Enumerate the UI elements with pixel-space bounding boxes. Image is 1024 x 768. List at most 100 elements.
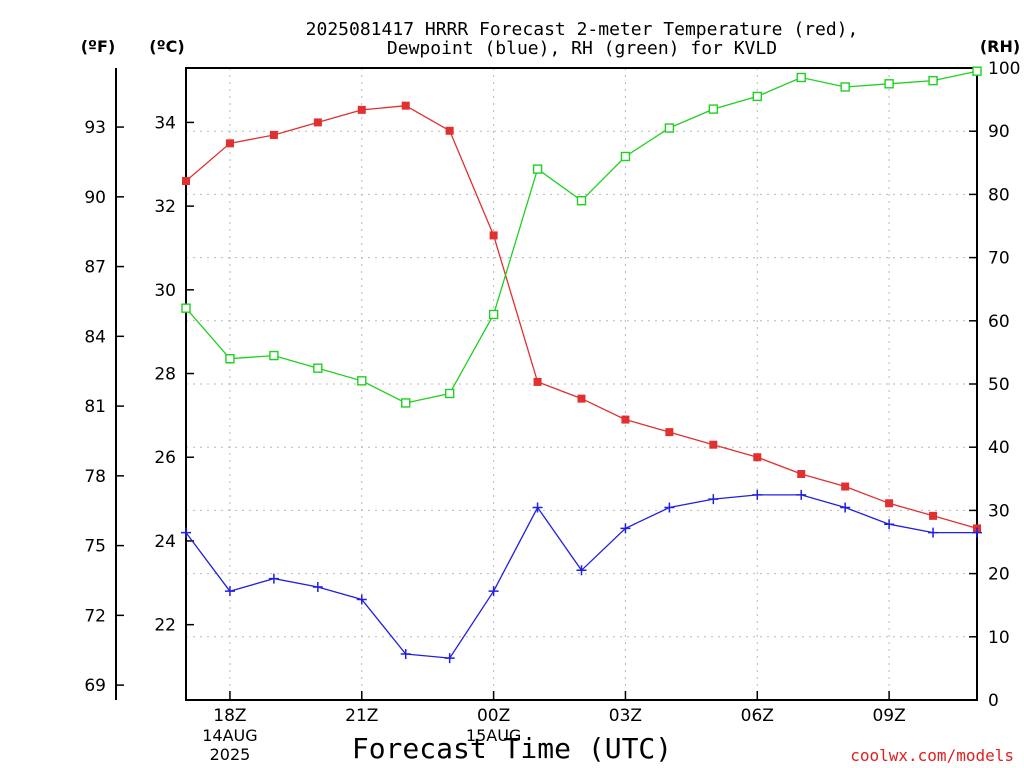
series-layer (181, 66, 982, 664)
fahrenheit-tick-label: 81 (84, 397, 106, 417)
temperature-point (313, 118, 322, 127)
rh-point (444, 388, 455, 399)
dewpoint-point (928, 527, 939, 538)
temperature-point (665, 428, 674, 437)
dewpoint-point (796, 489, 807, 500)
fahrenheit-unit-label: (ºF) (81, 37, 116, 56)
x-year-label: 2025 (210, 745, 251, 764)
rh-line (185, 70, 978, 404)
rh-point (313, 363, 323, 373)
temperature-line (185, 105, 978, 530)
temperature-point (621, 415, 630, 424)
dewpoint-point (488, 586, 499, 597)
x-tick-label: 18Z (213, 706, 246, 726)
celsius-tick-label: 30 (154, 281, 176, 301)
temperature-point (709, 440, 718, 449)
x-tick-label: 03Z (609, 706, 642, 726)
temperature-point (577, 394, 586, 403)
celsius-tick-label: 24 (154, 532, 176, 552)
credit-label: coolwx.com/models (850, 746, 1014, 765)
dewpoint-point (708, 494, 719, 505)
celsius-tick-label: 26 (154, 448, 176, 468)
rh-tick-label: 70 (988, 249, 1010, 269)
dewpoint-point (972, 527, 982, 538)
temperature-point (885, 499, 894, 508)
chart-subtitle: Dewpoint (blue), RH (green) for KVLD (387, 38, 777, 59)
rh-tick-label: 60 (988, 312, 1010, 332)
x-tick-label: 21Z (345, 706, 378, 726)
x-axis-label: Forecast Time (UTC) (352, 732, 672, 765)
dewpoint-point (224, 586, 235, 597)
dewpoint-point (840, 502, 851, 513)
dewpoint-point (576, 565, 587, 576)
rh-tick-label: 30 (988, 501, 1010, 521)
rh-tick-label: 0 (988, 691, 999, 711)
temperature-point (269, 130, 278, 139)
dewpoint-point (356, 594, 367, 605)
x-date-label: 15AUG (466, 726, 521, 745)
x-tick-label: 06Z (741, 706, 774, 726)
rh-point (752, 91, 762, 102)
fahrenheit-tick-label: 78 (84, 467, 106, 487)
rh-tick-label: 90 (988, 122, 1010, 142)
celsius-tick-label: 32 (154, 197, 176, 217)
x-tick-label: 09Z (872, 706, 905, 726)
rh-point (884, 79, 894, 89)
rh-tick-label: 40 (988, 438, 1010, 458)
dewpoint-point (400, 648, 411, 659)
temperature-point (182, 177, 190, 186)
temperature-point (401, 101, 410, 110)
rh-point (576, 196, 587, 206)
dewpoint-point (181, 527, 191, 538)
rh-point (928, 75, 938, 86)
fahrenheit-tick-label: 93 (84, 118, 106, 138)
rh-point (225, 354, 235, 364)
dewpoint-point (620, 523, 631, 534)
dewpoint-point (532, 502, 543, 513)
rh-point (401, 398, 411, 408)
rh-point (532, 164, 543, 174)
fahrenheit-tick-label: 75 (84, 537, 106, 557)
rh-tick-label: 10 (988, 628, 1010, 648)
rh-unit-label: (RH) (980, 37, 1020, 56)
grid-layer (186, 68, 977, 700)
temperature-point (225, 139, 234, 148)
dewpoint-point (268, 573, 279, 584)
temperature-point (753, 453, 762, 462)
rh-point (181, 303, 191, 313)
x-tick-label: 00Z (477, 706, 510, 726)
rh-point (708, 104, 719, 114)
dewpoint-point (752, 489, 763, 500)
rh-point (664, 123, 675, 133)
rh-point (840, 82, 850, 92)
celsius-tick-label: 34 (154, 113, 176, 133)
temperature-point (357, 105, 366, 114)
rh-tick-label: 100 (988, 59, 1020, 79)
temperature-point (445, 126, 454, 135)
celsius-tick-label: 22 (154, 616, 176, 636)
temperature-point (841, 482, 850, 491)
dewpoint-point (312, 581, 323, 592)
x-date-label: 14AUG (202, 726, 257, 745)
rh-point (357, 376, 367, 386)
temperature-point (489, 231, 498, 240)
chart-title: 2025081417 HRRR Forecast 2-meter Tempera… (306, 19, 859, 40)
temperature-point (929, 511, 938, 520)
fahrenheit-tick-label: 84 (84, 327, 106, 347)
rh-point (972, 66, 982, 76)
dewpoint-point (884, 519, 895, 530)
rh-point (796, 72, 806, 83)
celsius-tick-label: 28 (154, 365, 176, 385)
dewpoint-point (664, 502, 675, 513)
temperature-point (533, 377, 542, 386)
rh-tick-label: 50 (988, 375, 1010, 395)
dewpoint-line (185, 494, 977, 659)
temperature-point (797, 469, 806, 478)
rh-tick-label: 20 (988, 565, 1010, 585)
rh-point (620, 151, 631, 162)
rh-point (488, 309, 499, 320)
fahrenheit-tick-label: 90 (84, 188, 106, 208)
fahrenheit-tick-label: 72 (84, 606, 106, 626)
